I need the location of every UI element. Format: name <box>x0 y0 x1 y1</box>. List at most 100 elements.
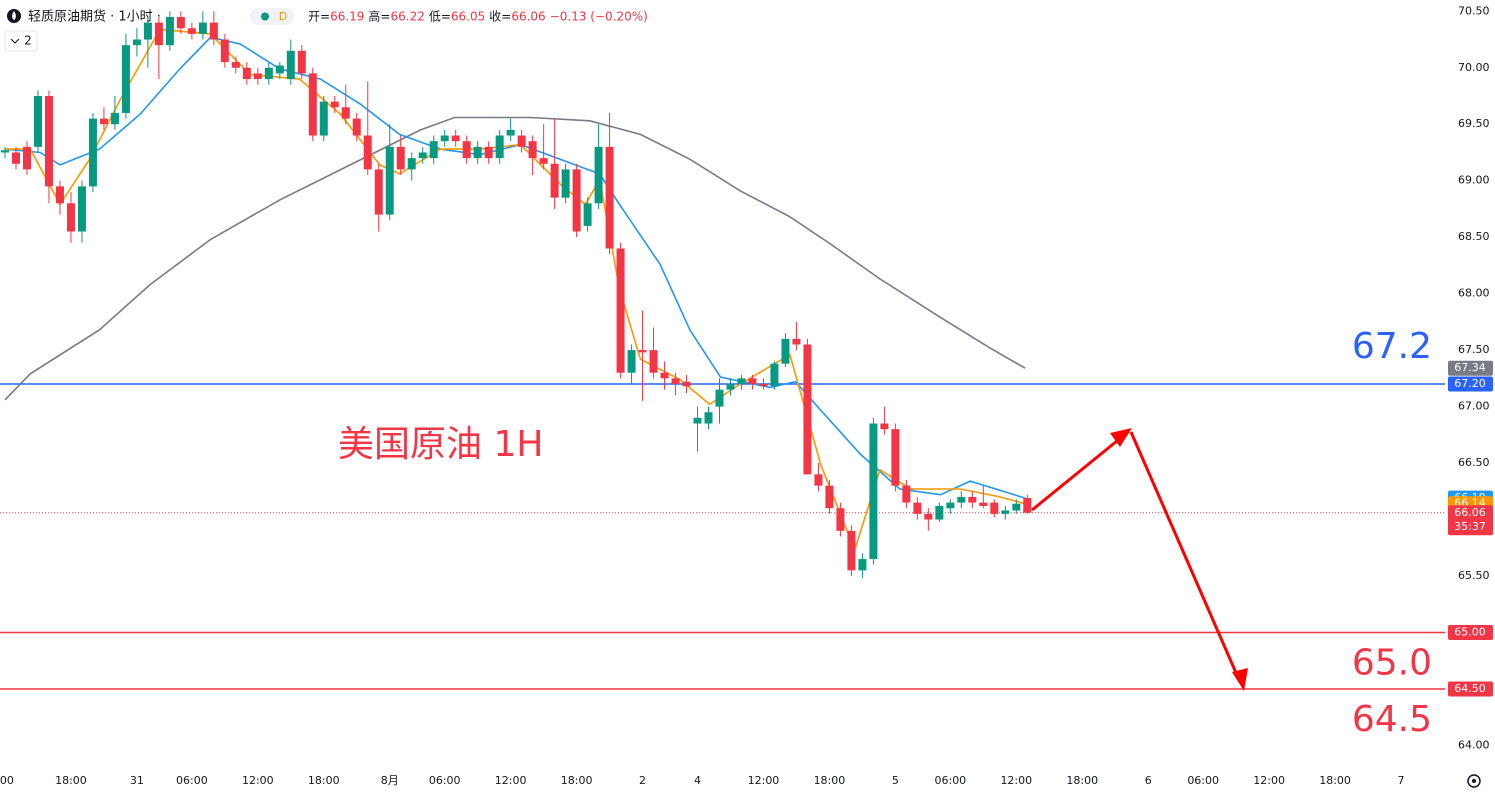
candle-body <box>209 22 218 40</box>
price-label-bg <box>1448 681 1493 697</box>
candle-body <box>594 146 603 204</box>
status-dot <box>261 12 269 21</box>
candle-body <box>616 248 625 373</box>
candle-body <box>363 135 372 170</box>
candle-body <box>297 50 306 74</box>
candle-body <box>506 129 515 136</box>
arrow-down <box>1129 431 1242 683</box>
y-tick-label: 67.00 <box>1458 400 1490 413</box>
candle-body <box>605 146 614 249</box>
candle-body <box>759 384 768 387</box>
x-tick-label: 18:00 <box>1066 774 1098 787</box>
ohlc-value: 66.06 <box>511 10 545 24</box>
arrow-up <box>1031 430 1129 512</box>
candle-body <box>44 96 53 187</box>
candle-body <box>847 530 856 571</box>
settings-icon[interactable] <box>1467 774 1481 788</box>
x-tick-label: 6 <box>1145 774 1152 787</box>
price-label: 65.00 <box>1454 625 1486 638</box>
x-tick-label: 18:00 <box>1319 774 1351 787</box>
level-label: 64.5 <box>1352 699 1432 740</box>
candle-body <box>418 152 427 159</box>
candle-body <box>121 45 130 113</box>
candle-body <box>836 508 845 531</box>
ma-line <box>4 116 1026 401</box>
candle-body <box>792 338 801 345</box>
candle-body <box>110 112 119 125</box>
candle-body <box>561 169 570 198</box>
x-tick-label: 31 <box>130 774 144 787</box>
candle-body <box>528 141 537 159</box>
candle-body <box>539 158 548 164</box>
candle-body <box>715 389 724 407</box>
candle-body <box>187 28 196 34</box>
title: 轻质原油期货 · 1小时 · <box>28 9 161 25</box>
ohlc-value: 66.19 <box>330 10 364 24</box>
candle-body <box>407 158 416 170</box>
candle-body <box>77 186 86 232</box>
candle-body <box>385 146 394 215</box>
x-tick-label: 06:00 <box>176 774 208 787</box>
candle-body <box>979 502 988 506</box>
y-tick-label: 64.00 <box>1458 738 1490 751</box>
y-tick-label: 70.50 <box>1458 4 1490 17</box>
x-tick-label: 4 <box>694 774 701 787</box>
candle-body <box>451 135 460 142</box>
x-tick-label: 12:00 <box>1253 774 1285 787</box>
ohlc-value: 66.22 <box>390 10 424 24</box>
candle-body <box>649 350 658 373</box>
candle-body <box>891 429 900 486</box>
price-label: 67.34 <box>1454 361 1486 374</box>
candle-body <box>913 502 922 514</box>
x-tick-label: 12:00 <box>1000 774 1032 787</box>
candle-body <box>66 203 75 232</box>
x-tick-label: 06:00 <box>934 774 966 787</box>
symbol-icon-drop <box>12 11 16 20</box>
candle-body <box>22 146 31 170</box>
price-label: 67.20 <box>1454 377 1486 390</box>
price-label: 64.50 <box>1454 682 1486 695</box>
candle-body <box>341 107 350 119</box>
candle-body <box>143 22 152 40</box>
ohlc-label: 高= <box>368 9 390 24</box>
y-tick-label: 68.00 <box>1458 287 1490 300</box>
candle-body <box>429 141 438 159</box>
candle-body <box>308 73 317 136</box>
price-label: 66.06 <box>1454 506 1486 519</box>
candle-body <box>99 118 108 125</box>
candle-body <box>869 423 878 560</box>
candle-body <box>11 152 20 164</box>
candle-body <box>242 67 251 80</box>
candle-body <box>220 39 229 63</box>
y-tick-label: 67.50 <box>1458 343 1490 356</box>
ohlc-label: 开= <box>308 10 330 24</box>
badge-bg[interactable] <box>250 8 294 25</box>
candle-body <box>132 39 141 46</box>
candle-body <box>803 344 812 475</box>
candle-body <box>671 378 680 384</box>
price-label-bg <box>1448 360 1493 376</box>
candle-body <box>627 350 636 373</box>
y-tick-label: 66.50 <box>1458 456 1490 469</box>
badge: D <box>279 10 287 23</box>
annotation: 美国原油 1H <box>338 424 543 465</box>
x-tick-label: 12:00 <box>495 774 527 787</box>
candle-body <box>957 496 966 503</box>
candle-body <box>638 350 647 353</box>
x-tick-label: 18:00 <box>308 774 340 787</box>
candle-body <box>231 62 240 68</box>
y-tick-label: 69.50 <box>1458 117 1490 130</box>
candle-body <box>352 118 361 136</box>
ohlc-value: 66.05 <box>451 10 485 24</box>
y-tick-label: 69.00 <box>1458 174 1490 187</box>
candle-body <box>55 186 64 204</box>
x-tick-label: 7 <box>1398 774 1405 787</box>
x-tick-label: 2 <box>639 774 646 787</box>
interval-box[interactable] <box>4 30 38 52</box>
price-label-bg <box>1448 376 1493 392</box>
candle-body <box>1 150 9 153</box>
candle-body <box>704 412 713 424</box>
candle-body <box>935 505 944 520</box>
candle-body <box>968 496 977 503</box>
candle-body <box>1001 510 1010 514</box>
